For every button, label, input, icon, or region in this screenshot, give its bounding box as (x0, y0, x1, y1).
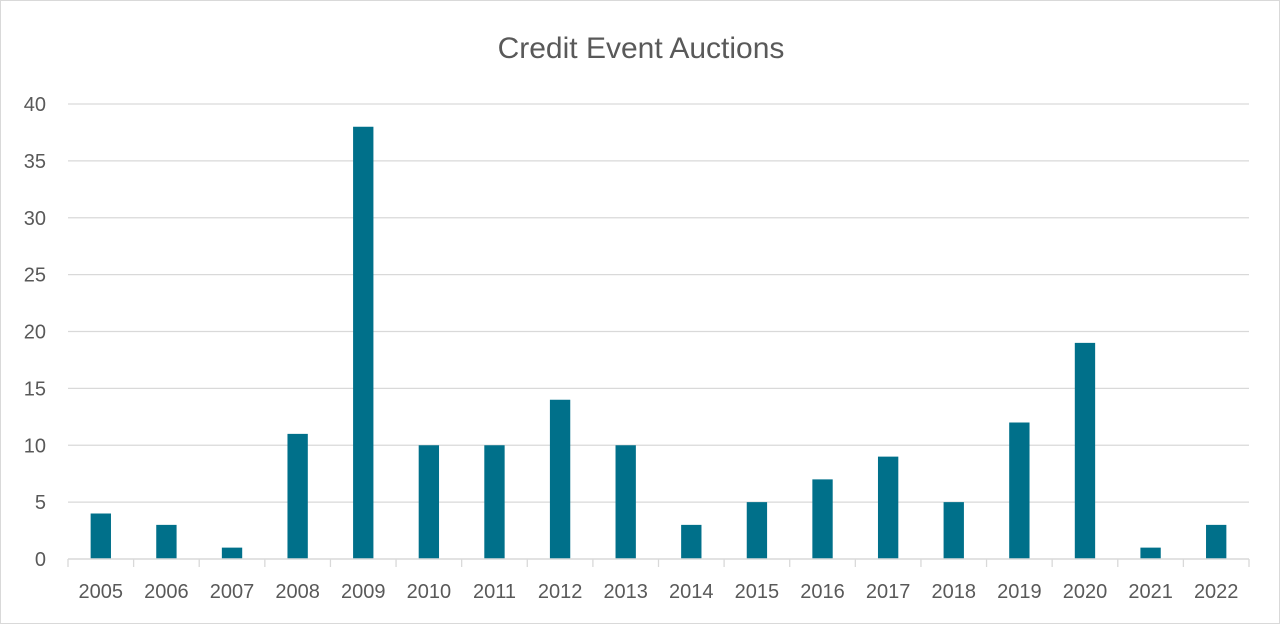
bar-2020 (1074, 342, 1096, 559)
chart-title: Credit Event Auctions (498, 32, 785, 65)
y-tick-label: 15 (24, 378, 46, 400)
x-tick-label: 2018 (932, 581, 977, 603)
x-tick-label: 2014 (669, 581, 714, 603)
bar-2019 (1009, 422, 1030, 559)
bar-2007 (221, 547, 243, 559)
y-tick-label: 0 (35, 549, 46, 571)
y-tick-label: 25 (24, 265, 46, 287)
bar-2008 (287, 433, 308, 559)
y-tick-label: 5 (35, 492, 46, 514)
bar-2013 (615, 445, 636, 559)
bar-2011 (484, 445, 505, 559)
x-tick-label: 2005 (79, 581, 124, 603)
x-tick-label: 2008 (275, 581, 320, 603)
bar-2005 (90, 513, 111, 559)
bar-2010 (418, 445, 440, 559)
x-tick-label: 2011 (473, 581, 516, 603)
x-axis: 2005 2006 2007 2008 2009 2010 2011 2012 2013 2014… (67, 558, 1250, 603)
bar-2015 (746, 502, 768, 559)
bar-2022 (1206, 524, 1227, 559)
y-tick-label: 35 (24, 151, 46, 173)
bar-2018 (943, 502, 964, 559)
x-tick-label: 2010 (407, 581, 452, 603)
y-tick-label: 30 (24, 208, 46, 230)
bar-2006 (156, 524, 177, 559)
y-tick-label: 20 (24, 322, 46, 344)
x-tick-label: 2013 (603, 581, 648, 603)
x-tick-label: 2012 (538, 581, 583, 603)
y-tick-label: 10 (24, 435, 46, 457)
x-tick-label: 2016 (800, 581, 845, 603)
x-tick-label: 2020 (1063, 581, 1108, 603)
x-tick-label: 2019 (997, 581, 1042, 603)
bar-2009 (353, 126, 374, 559)
x-tick-label: 2022 (1194, 581, 1239, 603)
bar-2016 (812, 479, 833, 559)
y-tick-label: 40 (24, 94, 46, 116)
bars (90, 126, 1227, 559)
bar-2017 (877, 456, 899, 559)
x-tick-label: 2009 (341, 581, 386, 603)
gridlines (68, 103, 1249, 503)
x-tick-label: 2007 (210, 581, 255, 603)
bar-2014 (681, 524, 702, 559)
y-axis: 0 5 10 15 20 25 30 35 40 (24, 94, 46, 571)
bar-2021 (1140, 547, 1161, 559)
bar-2012 (549, 399, 571, 559)
x-tick-label: 2021 (1128, 581, 1173, 603)
x-tick-label: 2015 (735, 581, 780, 603)
x-tick-label: 2017 (866, 581, 911, 603)
x-tick-label: 2006 (144, 581, 189, 603)
